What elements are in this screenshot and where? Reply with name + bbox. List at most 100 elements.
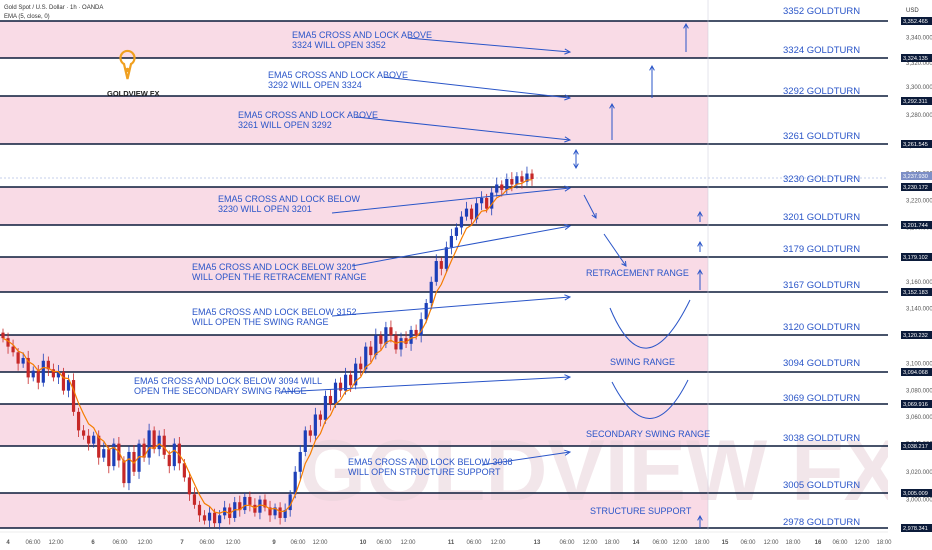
candle-body	[26, 357, 30, 378]
x-tick-label: 06:00	[559, 540, 575, 546]
candle-body	[414, 329, 418, 336]
candle-body	[21, 357, 25, 364]
candle-body	[41, 360, 45, 383]
level-band	[0, 335, 708, 372]
candle-body	[323, 395, 328, 420]
price-tag: 3,324.135	[903, 56, 928, 62]
price-tag: 3,179.102	[903, 255, 928, 261]
down-arrow-head	[591, 212, 597, 219]
candle-body	[303, 430, 307, 452]
annotation-line2: WILL OPEN THE RETRACEMENT RANGE	[192, 272, 366, 282]
candle-body	[318, 414, 322, 420]
x-tick-label: 06:00	[25, 540, 41, 546]
x-tick-label: 06:00	[112, 540, 128, 546]
price-tag-bg	[901, 183, 932, 191]
candle-body	[399, 338, 403, 350]
candle-body	[122, 460, 126, 484]
x-tick-label: 10	[360, 540, 367, 546]
candle-body	[132, 451, 136, 472]
candle-body	[343, 374, 348, 391]
up-arrow-head	[609, 102, 615, 109]
up-arrow-head	[649, 64, 655, 71]
price-tag: 3,201.744	[903, 223, 928, 229]
price-tag-bg	[901, 524, 932, 532]
price-tag: 3,152.183	[903, 290, 928, 296]
price-tag: 3,120.232	[903, 333, 928, 339]
candle-body	[162, 435, 166, 455]
x-tick-label: 06:00	[199, 540, 215, 546]
y-tick-label: 3,100.000	[906, 362, 932, 368]
candle-body	[248, 496, 252, 505]
y-tick-label: 3,140.000	[906, 306, 932, 312]
x-tick-label: 16	[815, 540, 822, 546]
candle-body	[238, 502, 242, 511]
candle-body	[112, 443, 116, 467]
secondary-swing-arc	[611, 379, 689, 419]
candle-body	[298, 451, 302, 472]
candle-body	[449, 235, 453, 248]
price-axis[interactable]: 3,340.000 3,320.000 3,300.000 3,280.000 3,26…	[888, 0, 932, 550]
candle-body	[424, 303, 428, 320]
y-tick-label: 3,060.000	[906, 415, 932, 421]
candle-body	[152, 430, 156, 450]
x-tick-label: 13	[534, 540, 541, 546]
x-tick-label: 7	[180, 540, 184, 546]
x-tick-label: 6	[91, 540, 95, 546]
down-arrow	[583, 194, 597, 219]
candle-body	[349, 374, 353, 386]
symbol-title: Gold Spot / U.S. Dollar · 1h · OANDA	[4, 5, 103, 11]
candle-body	[202, 515, 207, 521]
up-arrow-head	[697, 514, 703, 521]
level-band	[0, 493, 708, 528]
y-tick-label: 3,080.000	[906, 389, 932, 395]
candle-body	[333, 382, 338, 404]
price-tag: 3,292.311	[903, 99, 927, 105]
annotation-arrow	[383, 76, 571, 99]
candle-body	[369, 346, 373, 356]
candle-body	[46, 360, 50, 370]
candle-body	[338, 382, 343, 391]
candle-body	[213, 512, 217, 524]
currency-label: USD	[906, 8, 919, 14]
level-lines	[0, 0, 888, 530]
candle-body	[288, 494, 292, 511]
candle-body	[283, 510, 287, 518]
annotation-line1: EMA5 CROSS AND LOCK ABOVE	[268, 70, 408, 80]
candle-body	[308, 430, 312, 436]
x-tick-label: 12:00	[672, 540, 688, 546]
up-arrow-head	[697, 240, 703, 247]
candle-body	[192, 494, 197, 505]
annotation-arrow	[331, 187, 571, 214]
level-label: 3179 GOLDTURN	[783, 244, 860, 255]
x-tick-label: 12:00	[854, 540, 870, 546]
candle-body	[187, 477, 192, 495]
annotation-arrow	[481, 451, 571, 466]
level-band	[0, 21, 708, 58]
candle-body	[394, 335, 398, 350]
candle-body	[313, 414, 317, 436]
price-tag-bg	[901, 400, 932, 408]
candle-body	[207, 512, 212, 521]
y-tick-label: 3,160.000	[906, 280, 932, 286]
candle-body	[525, 173, 529, 182]
annotation-arrow	[407, 37, 571, 53]
candle-body	[61, 372, 66, 391]
candle-body	[293, 471, 297, 495]
x-tick-label: 15	[722, 540, 729, 546]
candle-body	[97, 435, 101, 458]
level-label: 3352 GOLDTURN	[783, 6, 860, 17]
y-tick-label: 3,220.000	[906, 199, 932, 205]
price-tag-bg	[901, 253, 932, 261]
time-axis[interactable]: 4 06:00 12:00 6 06:00 12:00 7 06:00 12:00 9 06:00 1…	[0, 531, 892, 550]
price-tag: 3,261.545	[903, 142, 928, 148]
candle-body	[409, 329, 413, 344]
annotation-line2: 3230 WILL OPEN 3201	[218, 204, 312, 214]
x-tick-label: 12:00	[225, 540, 241, 546]
candle-body	[36, 370, 40, 383]
watermark: GOLDVIEW FX	[299, 423, 901, 519]
candle-body	[278, 507, 282, 518]
x-tick-label: 12:00	[48, 540, 64, 546]
up-arrow-head	[697, 210, 703, 217]
